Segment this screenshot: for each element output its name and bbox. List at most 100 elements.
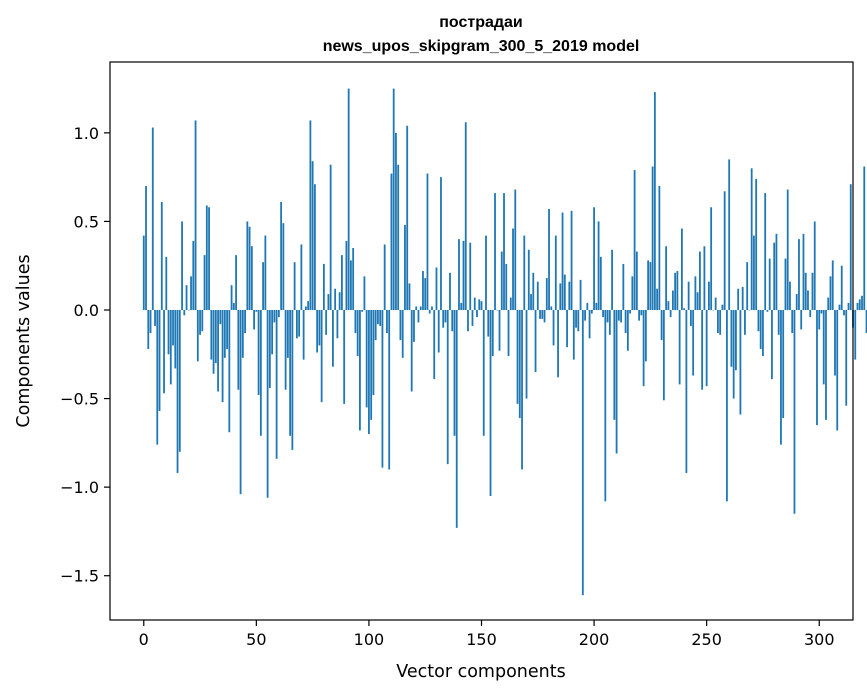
bar-component-274 [759,310,762,349]
bar-component-199 [590,310,593,314]
bar-component-71 [302,310,305,360]
bar-component-120 [413,310,415,342]
bar-component-136 [449,272,451,310]
bar-component-61 [280,201,283,310]
bar-component-24 [196,310,199,362]
bar-component-171 [527,249,530,310]
bar-component-80 [322,263,325,310]
bar-component-214 [624,310,627,334]
bar-component-84 [332,310,334,367]
bar-component-70 [300,244,303,310]
bar-component-93 [352,248,355,310]
bar-component-17 [181,221,183,310]
bar-component-96 [359,310,361,431]
bar-component-102 [372,310,375,396]
bar-component-181 [550,306,553,310]
bar-component-188 [566,310,568,348]
bar-component-194 [579,279,582,310]
bar-component-105 [379,310,382,326]
bar-component-15 [176,310,179,473]
bar-component-103 [374,310,377,341]
bar-component-37 [226,310,228,349]
bar-component-83 [329,164,332,310]
bar-component-2 [147,310,150,349]
bar-component-238 [678,310,681,385]
bar-component-49 [253,310,255,330]
bar-component-111 [392,88,395,310]
bar-component-293 [802,233,805,310]
bar-component-248 [701,310,704,390]
bar-component-192 [575,310,577,328]
bar-component-261 [730,310,733,367]
bar-component-159 [500,251,503,310]
bar-component-0 [142,235,145,310]
bar-component-125 [424,278,427,310]
bar-component-316 [854,310,857,360]
x-tick-label-250: 250 [691,630,722,649]
bar-component-88 [341,255,343,310]
bar-component-179 [545,278,548,310]
bar-component-16 [178,310,181,452]
bar-component-307 [834,310,836,376]
bar-component-230 [660,310,663,341]
bar-component-221 [640,310,643,316]
bar-component-138 [453,310,456,436]
bar-component-282 [777,310,780,335]
bar-component-242 [687,281,690,310]
plot-area-frame [109,61,854,621]
bar-component-108 [386,310,388,334]
bar-component-74 [309,120,312,311]
bar-component-65 [289,310,292,436]
bar-component-6 [156,310,159,445]
x-tick-label-300: 300 [804,630,835,649]
bar-component-255 [717,310,719,334]
bar-component-81 [325,310,328,335]
bar-component-244 [692,310,695,376]
bar-component-129 [433,310,436,380]
bar-component-90 [345,240,348,310]
bar-component-298 [813,221,816,310]
bar-component-294 [804,272,807,310]
bar-component-169 [523,235,526,310]
bar-component-56 [268,310,271,388]
bar-component-126 [426,173,429,310]
bar-component-18 [183,310,186,316]
bar-component-50 [255,310,258,312]
bar-component-98 [363,276,366,310]
bar-component-154 [489,310,492,496]
bar-component-89 [343,310,346,404]
bar-component-292 [800,310,803,330]
bar-component-241 [685,310,688,473]
bar-component-252 [710,207,713,310]
bar-component-5 [154,310,156,326]
bar-component-226 [651,166,654,310]
bar-component-38 [228,310,231,433]
bar-component-311 [843,310,845,316]
bar-component-296 [809,310,812,318]
bar-component-73 [307,301,310,310]
bar-component-300 [818,310,821,330]
bar-component-53 [262,262,264,310]
bar-component-220 [638,310,641,321]
bar-component-8 [160,201,163,310]
bar-component-258 [723,191,726,310]
bar-component-128 [431,306,433,310]
bar-component-115 [401,310,404,358]
bar-component-44 [241,310,244,358]
bar-component-314 [849,184,852,310]
bar-component-279 [771,310,773,380]
bar-component-122 [417,310,420,323]
bar-component-68 [295,310,298,339]
bar-component-153 [487,310,490,337]
bar-component-209 [613,310,616,420]
bar-component-41 [235,255,237,310]
bar-component-202 [597,221,600,310]
bar-component-213 [622,263,625,310]
bar-component-66 [291,310,294,450]
bar-component-270 [750,168,753,310]
bar-component-174 [534,310,537,372]
bar-component-200 [593,207,595,310]
bar-component-196 [584,310,586,321]
bar-component-146 [471,310,474,326]
bar-component-112 [395,132,397,310]
